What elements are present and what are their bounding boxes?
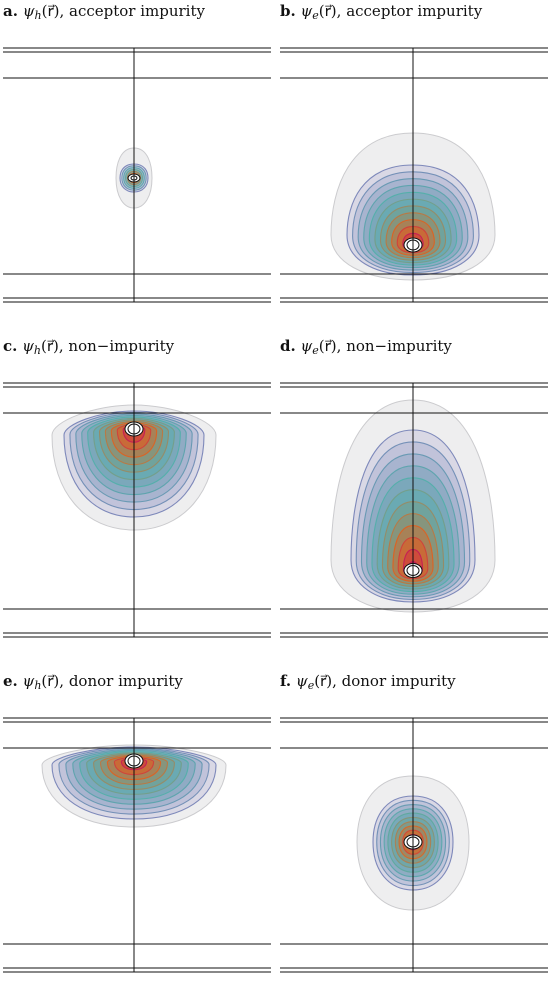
panel-letter: a. (3, 2, 18, 20)
panel-e: e. ψh(r⃗), donor impurity (3, 670, 271, 988)
psi-argument: (r⃗) (41, 672, 60, 690)
panel-title: d. ψe(r⃗), non−impurity (280, 335, 452, 359)
wavefunction-plot (280, 382, 548, 638)
panel-d: d. ψe(r⃗), non−impurity (280, 335, 548, 653)
wavefunction-plot (280, 47, 548, 303)
psi-argument: (r⃗) (41, 337, 59, 355)
panel-title: b. ψe(r⃗), acceptor impurity (280, 0, 482, 24)
panel-letter: f. (280, 672, 292, 690)
psi-symbol: ψ (22, 337, 34, 355)
wavefunction-plot (280, 717, 548, 973)
panel-letter: b. (280, 2, 296, 20)
panel-caption: , acceptor impurity (59, 2, 205, 20)
psi-subscript: h (33, 344, 41, 357)
panel-f: f. ψe(r⃗), donor impurity (280, 670, 548, 988)
panel-letter: e. (3, 672, 18, 690)
psi-subscript: h (34, 9, 42, 22)
psi-symbol: ψ (22, 672, 35, 690)
panel-caption: , donor impurity (332, 672, 456, 690)
panel-caption: , non−impurity (336, 337, 452, 355)
psi-argument: (r⃗) (318, 337, 337, 355)
panel-caption: , non−impurity (58, 337, 175, 355)
psi-argument: (r⃗) (41, 2, 60, 20)
panel-title: e. ψh(r⃗), donor impurity (3, 670, 183, 694)
panel-caption: , donor impurity (59, 672, 183, 690)
psi-symbol: ψ (22, 2, 35, 20)
psi-subscript: e (307, 679, 315, 692)
panel-b: b. ψe(r⃗), acceptor impurity (280, 0, 548, 318)
wavefunction-plot (3, 717, 271, 973)
panel-c: c. ψh(r⃗), non−impurity (3, 335, 271, 653)
panel-title: f. ψe(r⃗), donor impurity (280, 670, 456, 694)
wavefunction-plot (3, 47, 271, 303)
panel-title: a. ψh(r⃗), acceptor impurity (3, 0, 205, 24)
panel-a: a. ψh(r⃗), acceptor impurity (3, 0, 271, 318)
psi-subscript: e (312, 344, 319, 357)
psi-argument: (r⃗) (318, 2, 337, 20)
psi-argument: (r⃗) (314, 672, 333, 690)
wavefunction-plot (3, 382, 271, 638)
panel-letter: c. (3, 337, 18, 355)
psi-subscript: h (34, 679, 42, 692)
panel-letter: d. (280, 337, 296, 355)
psi-subscript: e (312, 9, 319, 22)
psi-symbol: ψ (295, 672, 308, 690)
psi-symbol: ψ (300, 337, 313, 355)
panel-caption: , acceptor impurity (336, 2, 483, 20)
psi-symbol: ψ (300, 2, 313, 20)
panel-title: c. ψh(r⃗), non−impurity (3, 335, 174, 359)
